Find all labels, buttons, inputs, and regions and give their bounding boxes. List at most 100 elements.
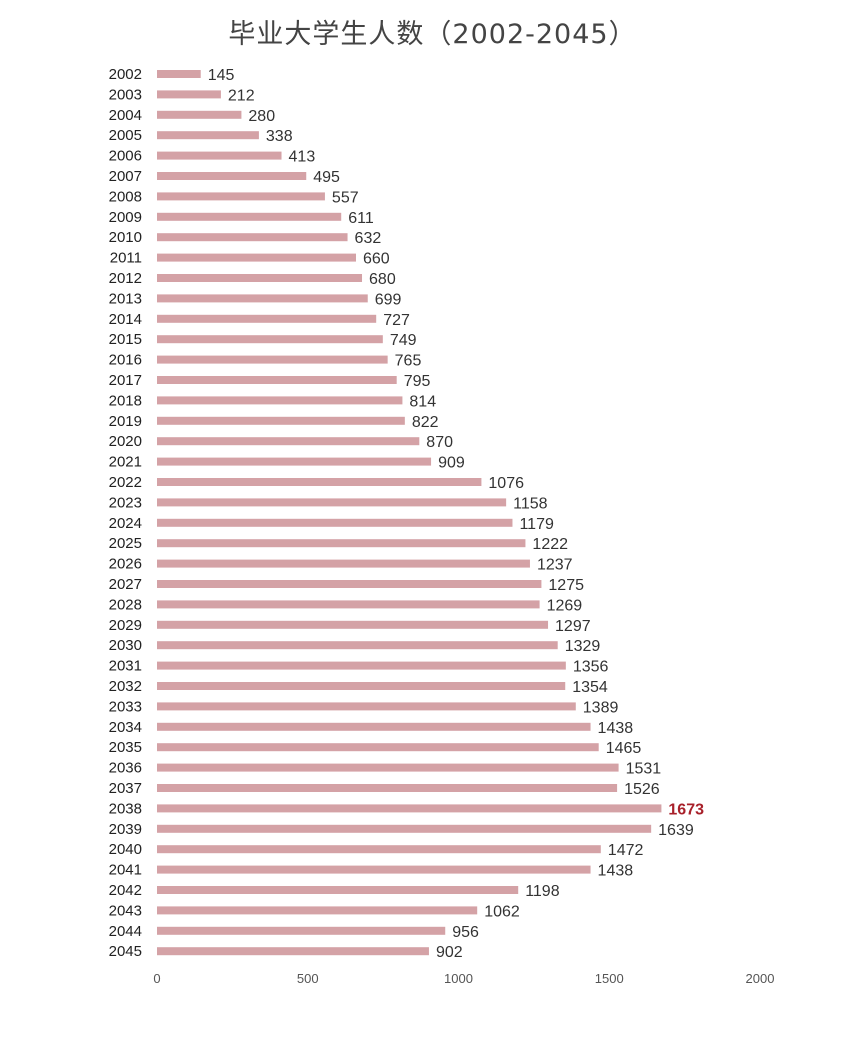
year-label-2005: 2005 xyxy=(109,127,142,144)
year-label-2042: 2042 xyxy=(109,882,142,899)
year-label-2027: 2027 xyxy=(109,576,142,593)
value-label-2017: 795 xyxy=(404,373,431,390)
year-label-2040: 2040 xyxy=(109,841,142,858)
value-label-2005: 338 xyxy=(266,128,293,145)
value-label-2042: 1198 xyxy=(525,883,560,900)
value-label-2015: 749 xyxy=(390,332,417,349)
value-labels-layer: 145 212 280 338 413 495 557 611 632 660 680 699 727 7… xyxy=(208,67,704,961)
year-label-2008: 2008 xyxy=(109,188,142,205)
year-label-2028: 2028 xyxy=(109,596,142,613)
year-label-2032: 2032 xyxy=(109,678,142,695)
x-tick-label-1000: 1000 xyxy=(444,971,473,986)
year-label-2031: 2031 xyxy=(109,658,142,675)
year-label-2018: 2018 xyxy=(109,392,142,409)
year-label-2039: 2039 xyxy=(109,821,142,838)
bar-2020 xyxy=(157,437,420,446)
year-label-2019: 2019 xyxy=(109,413,142,430)
value-label-2041: 1438 xyxy=(598,863,634,880)
x-tick-label-2000: 2000 xyxy=(746,971,775,986)
value-label-2006: 413 xyxy=(289,149,316,166)
value-label-2043: 1062 xyxy=(484,903,520,920)
bar-2021 xyxy=(157,457,432,466)
value-label-2003: 212 xyxy=(228,87,255,104)
value-label-2035: 1465 xyxy=(606,740,642,757)
x-tick-label-500: 500 xyxy=(297,971,319,986)
bar-2012 xyxy=(157,274,363,282)
value-label-2023: 1158 xyxy=(513,495,548,512)
value-label-2016: 765 xyxy=(395,353,422,370)
value-label-2037: 1526 xyxy=(624,781,660,798)
bar-2011 xyxy=(157,253,356,262)
bar-2008 xyxy=(157,192,325,201)
year-label-2036: 2036 xyxy=(109,760,142,777)
year-label-2033: 2033 xyxy=(109,698,142,715)
bar-2017 xyxy=(157,376,397,384)
bar-2030 xyxy=(157,641,558,650)
year-label-2029: 2029 xyxy=(109,617,142,634)
year-label-2025: 2025 xyxy=(109,535,142,552)
bar-2005 xyxy=(157,131,259,140)
bar-2031 xyxy=(157,661,566,670)
year-label-2015: 2015 xyxy=(109,331,142,348)
value-label-2024: 1179 xyxy=(519,516,554,533)
year-label-2034: 2034 xyxy=(109,719,142,736)
x-axis: 0 500 1000 1500 2000 xyxy=(153,971,774,986)
year-label-2013: 2013 xyxy=(109,290,142,307)
year-label-2016: 2016 xyxy=(109,352,142,369)
bar-2038 xyxy=(157,804,662,813)
bars-layer xyxy=(157,70,662,956)
year-label-2010: 2010 xyxy=(109,229,142,246)
bar-2027 xyxy=(157,580,542,588)
bar-2041 xyxy=(157,865,591,874)
year-label-2037: 2037 xyxy=(109,780,142,797)
value-label-2012: 680 xyxy=(369,271,396,288)
year-label-2009: 2009 xyxy=(109,209,142,226)
value-label-2027: 1275 xyxy=(548,577,584,594)
value-label-2033: 1389 xyxy=(583,699,619,716)
value-label-2011: 660 xyxy=(363,251,390,268)
bar-2028 xyxy=(157,600,540,609)
bar-2035 xyxy=(157,743,599,752)
x-tick-label-0: 0 xyxy=(153,971,160,986)
bar-2006 xyxy=(157,151,282,160)
bar-2033 xyxy=(157,702,576,711)
bar-2015 xyxy=(157,335,383,344)
year-label-2011: 2011 xyxy=(110,250,142,267)
value-label-2004: 280 xyxy=(248,108,275,125)
bar-2036 xyxy=(157,763,619,772)
year-label-2022: 2022 xyxy=(109,474,142,491)
value-label-2020: 870 xyxy=(426,434,453,451)
year-label-2024: 2024 xyxy=(109,515,142,532)
chart-title: 毕业大学生人数（2002-2045） xyxy=(228,19,637,50)
year-label-2020: 2020 xyxy=(109,433,142,450)
value-label-2007: 495 xyxy=(313,169,340,186)
value-label-2032: 1354 xyxy=(572,679,608,696)
value-label-2028: 1269 xyxy=(547,597,583,614)
value-label-2039: 1639 xyxy=(658,822,694,839)
bar-2025 xyxy=(157,539,526,548)
value-label-2036: 1531 xyxy=(626,761,662,778)
year-label-2007: 2007 xyxy=(109,168,142,185)
bar-2023 xyxy=(157,498,507,507)
value-label-2030: 1329 xyxy=(565,638,601,655)
bar-2022 xyxy=(157,478,482,486)
year-label-2026: 2026 xyxy=(109,556,142,573)
value-label-2029: 1297 xyxy=(555,618,591,635)
bar-2009 xyxy=(157,212,342,221)
year-label-2045: 2045 xyxy=(109,943,142,960)
bar-2044 xyxy=(157,926,446,935)
year-label-2041: 2041 xyxy=(109,862,142,879)
value-label-2018: 814 xyxy=(409,393,436,410)
value-label-2002: 145 xyxy=(208,67,235,84)
value-label-2025: 1222 xyxy=(532,536,568,553)
value-label-2021: 909 xyxy=(438,455,465,472)
bar-2040 xyxy=(157,845,601,854)
value-label-2045: 902 xyxy=(436,944,463,961)
bar-2004 xyxy=(157,110,242,119)
bar-2043 xyxy=(157,906,478,915)
value-label-2044: 956 xyxy=(452,924,479,941)
bar-2042 xyxy=(157,886,519,894)
bar-2007 xyxy=(157,172,307,180)
bar-2019 xyxy=(157,416,405,425)
bar-2045 xyxy=(157,947,429,956)
